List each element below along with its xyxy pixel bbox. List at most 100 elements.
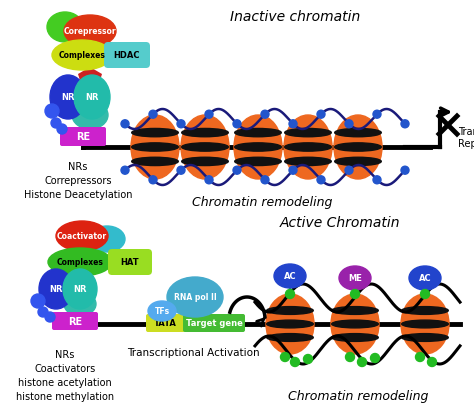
- Circle shape: [121, 167, 129, 175]
- Circle shape: [233, 121, 241, 128]
- Text: Chromatin remodeling: Chromatin remodeling: [288, 389, 428, 402]
- Circle shape: [233, 167, 241, 175]
- FancyBboxPatch shape: [146, 314, 185, 332]
- Circle shape: [373, 176, 381, 184]
- Text: RE: RE: [68, 316, 82, 326]
- Circle shape: [149, 176, 157, 184]
- Text: Transcriptional
Repression: Transcriptional Repression: [458, 127, 474, 148]
- Circle shape: [205, 176, 213, 184]
- Ellipse shape: [50, 76, 86, 120]
- Ellipse shape: [409, 266, 441, 290]
- Ellipse shape: [235, 158, 281, 166]
- Circle shape: [373, 111, 381, 119]
- Circle shape: [177, 121, 185, 128]
- Text: Target gene: Target gene: [185, 319, 242, 328]
- Circle shape: [121, 121, 129, 128]
- Circle shape: [346, 353, 355, 362]
- Text: NR: NR: [61, 93, 75, 102]
- Ellipse shape: [402, 334, 448, 342]
- Ellipse shape: [132, 129, 178, 137]
- Ellipse shape: [339, 266, 371, 290]
- Text: NR: NR: [73, 285, 87, 294]
- Circle shape: [345, 121, 353, 128]
- Text: Inactive chromatin: Inactive chromatin: [230, 10, 360, 24]
- Circle shape: [401, 121, 409, 128]
- Ellipse shape: [285, 144, 331, 152]
- Ellipse shape: [284, 116, 332, 180]
- Ellipse shape: [38, 307, 48, 317]
- Circle shape: [428, 357, 437, 366]
- Ellipse shape: [64, 16, 116, 48]
- Ellipse shape: [335, 158, 381, 166]
- Text: RNA pol II: RNA pol II: [173, 293, 216, 302]
- Circle shape: [420, 290, 429, 299]
- FancyBboxPatch shape: [183, 314, 245, 332]
- Text: Chromatin remodeling: Chromatin remodeling: [192, 196, 332, 209]
- Ellipse shape: [267, 334, 313, 342]
- Ellipse shape: [332, 307, 378, 315]
- Circle shape: [291, 357, 300, 366]
- Circle shape: [357, 357, 366, 366]
- Circle shape: [416, 353, 425, 362]
- Ellipse shape: [235, 144, 281, 152]
- Text: Coactivator: Coactivator: [57, 232, 107, 241]
- Ellipse shape: [335, 129, 381, 137]
- Ellipse shape: [74, 76, 110, 120]
- Ellipse shape: [47, 13, 83, 43]
- Ellipse shape: [51, 119, 61, 129]
- Ellipse shape: [285, 129, 331, 137]
- Ellipse shape: [335, 144, 381, 152]
- FancyBboxPatch shape: [60, 128, 106, 147]
- Ellipse shape: [402, 320, 448, 328]
- Ellipse shape: [132, 158, 178, 166]
- FancyBboxPatch shape: [108, 249, 152, 275]
- Text: TATA: TATA: [154, 319, 176, 328]
- Text: ME: ME: [348, 274, 362, 283]
- Ellipse shape: [64, 292, 96, 316]
- Ellipse shape: [89, 227, 125, 252]
- Ellipse shape: [274, 264, 306, 288]
- Ellipse shape: [331, 294, 379, 354]
- Ellipse shape: [234, 116, 282, 180]
- Ellipse shape: [285, 158, 331, 166]
- Text: NRs
Correpressors
Histone Deacetylation: NRs Correpressors Histone Deacetylation: [24, 162, 132, 200]
- Text: RE: RE: [76, 132, 90, 142]
- Ellipse shape: [48, 248, 112, 276]
- Ellipse shape: [266, 294, 314, 354]
- Circle shape: [149, 111, 157, 119]
- Circle shape: [289, 121, 297, 128]
- Circle shape: [261, 111, 269, 119]
- Text: AC: AC: [419, 274, 431, 283]
- Text: Active Chromatin: Active Chromatin: [280, 216, 400, 229]
- Ellipse shape: [132, 144, 178, 152]
- Ellipse shape: [31, 294, 45, 308]
- Ellipse shape: [167, 277, 223, 317]
- Ellipse shape: [267, 320, 313, 328]
- Circle shape: [289, 167, 297, 175]
- Text: NRs
Coactivators
histone acetylation
histone methylation: NRs Coactivators histone acetylation his…: [16, 349, 114, 401]
- Text: Complexes: Complexes: [59, 52, 105, 61]
- FancyBboxPatch shape: [52, 312, 98, 330]
- Circle shape: [281, 353, 290, 362]
- Ellipse shape: [402, 307, 448, 315]
- Circle shape: [303, 355, 312, 364]
- Ellipse shape: [45, 105, 59, 119]
- Ellipse shape: [45, 312, 55, 322]
- Ellipse shape: [39, 270, 73, 309]
- Text: TFs: TFs: [155, 307, 170, 316]
- Text: NR: NR: [49, 285, 63, 294]
- Ellipse shape: [52, 41, 112, 71]
- Text: AC: AC: [283, 272, 296, 281]
- Ellipse shape: [56, 221, 108, 252]
- Text: Transcriptional Activation: Transcriptional Activation: [127, 347, 259, 357]
- Ellipse shape: [334, 116, 382, 180]
- Circle shape: [285, 290, 294, 299]
- Circle shape: [177, 167, 185, 175]
- Ellipse shape: [148, 301, 176, 321]
- Circle shape: [205, 111, 213, 119]
- Circle shape: [350, 290, 359, 299]
- Circle shape: [317, 111, 325, 119]
- Ellipse shape: [57, 125, 67, 135]
- Ellipse shape: [401, 294, 449, 354]
- Ellipse shape: [63, 270, 97, 309]
